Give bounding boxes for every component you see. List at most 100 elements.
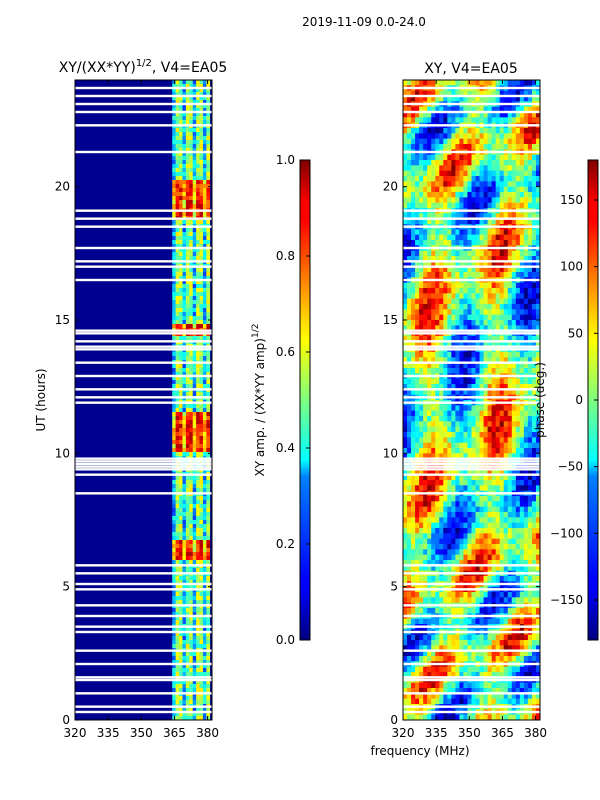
- phase-heatmap-cell: [423, 117, 428, 123]
- phase-heatmap-cell: [519, 314, 525, 321]
- phase-heatmap-cell: [447, 549, 452, 555]
- phase-heatmap-cell: [475, 560, 480, 566]
- phase-heatmap-cell: [527, 368, 533, 374]
- phase-heatmap-cell: [415, 517, 420, 523]
- amplitude-heatmap-cell: [196, 144, 200, 149]
- phase-heatmap-cell: [519, 176, 525, 182]
- amplitude-heatmap-cell: [199, 660, 204, 665]
- phase-heatmap-cell: [527, 165, 533, 171]
- amplitude-heatmap-cell: [202, 668, 207, 673]
- phase-heatmap-cell: [443, 298, 448, 305]
- amplitude-heatmap-cell: [185, 120, 190, 125]
- amplitude-heatmap-cell: [206, 608, 211, 613]
- phase-heatmap-cell: [403, 384, 408, 390]
- phase-heatmap-cell: [439, 304, 444, 310]
- amplitude-heatmap-cell: [172, 444, 176, 449]
- amplitude-heatmap-cell: [179, 160, 183, 165]
- phase-heatmap-cell: [491, 314, 496, 321]
- phase-heatmap-cell: [463, 384, 468, 390]
- phase-heatmap-cell: [523, 218, 529, 225]
- phase-heatmap-cell: [443, 234, 448, 241]
- phase-heatmap-cell: [519, 437, 525, 443]
- amplitude-heatmap-cell: [179, 384, 183, 389]
- phase-heatmap-cell: [475, 341, 480, 347]
- phase-heatmap-cell: [463, 128, 468, 134]
- phase-heatmap-cell: [507, 384, 513, 390]
- phase-heatmap-cell: [507, 266, 513, 273]
- amplitude-heatmap-cell: [206, 256, 211, 261]
- phase-heatmap-cell: [479, 304, 484, 310]
- phase-heatmap-cell: [507, 517, 513, 523]
- phase-heatmap-cell: [523, 250, 529, 257]
- phase-heatmap-cell: [487, 544, 492, 550]
- amplitude-heatmap-cell: [196, 416, 200, 421]
- phase-heatmap-cell: [507, 186, 513, 193]
- amplitude-heatmap-cell: [172, 128, 176, 133]
- amplitude-heatmap-cell: [196, 324, 200, 329]
- phase-heatmap-cell: [519, 325, 525, 331]
- amplitude-flagged-gap-row: [75, 457, 212, 460]
- amplitude-heatmap-cell: [196, 196, 200, 201]
- phase-heatmap-cell: [467, 218, 472, 225]
- phase-heatmap-cell: [451, 240, 456, 246]
- phase-heatmap-cell: [435, 181, 440, 187]
- phase-heatmap-cell: [411, 250, 416, 257]
- phase-heatmap-cell: [475, 128, 480, 134]
- phase-heatmap-cell: [439, 421, 444, 427]
- phase-heatmap-cell: [507, 341, 513, 347]
- phase-heatmap-cell: [519, 293, 525, 299]
- phase-heatmap-cell: [427, 240, 432, 246]
- phase-heatmap-cell: [447, 80, 452, 86]
- phase-heatmap-cell: [447, 352, 452, 358]
- phase-heatmap-cell: [447, 256, 452, 262]
- amplitude-heatmap-cell: [172, 192, 176, 197]
- phase-heatmap-cell: [459, 405, 464, 411]
- amplitude-heatmap-cell: [202, 288, 207, 293]
- amplitude-heatmap-cell: [206, 172, 211, 177]
- amplitude-heatmap-cell: [199, 448, 204, 453]
- phase-heatmap-cell: [527, 554, 533, 561]
- amplitude-heatmap-cell: [172, 640, 176, 645]
- phase-heatmap-cell: [407, 416, 412, 422]
- phase-heatmap-cell: [471, 181, 476, 187]
- amplitude-heatmap-cell: [199, 156, 204, 161]
- phase-heatmap-cell: [499, 170, 505, 177]
- amplitude-heatmap-cell: [202, 496, 207, 501]
- amplitude-heatmap-cell: [185, 600, 190, 605]
- phase-heatmap-cell: [455, 357, 460, 363]
- phase-heatmap-cell: [507, 218, 513, 225]
- phase-heatmap-cell: [495, 410, 501, 417]
- phase-heatmap-cell: [471, 218, 476, 225]
- amplitude-heatmap-cell: [196, 256, 200, 261]
- phase-heatmap-cell: [499, 218, 505, 225]
- phase-heatmap-cell: [467, 133, 472, 139]
- phase-heatmap-cell: [411, 538, 416, 545]
- amplitude-flagged-gap-row: [75, 361, 212, 364]
- phase-heatmap-cell: [519, 357, 525, 363]
- phase-heatmap-cell: [527, 144, 533, 150]
- amplitude-heatmap-cell: [206, 640, 211, 645]
- phase-heatmap-cell: [435, 314, 440, 321]
- phase-heatmap-cell: [519, 378, 525, 385]
- amplitude-heatmap-cell: [202, 596, 207, 601]
- amplitude-heatmap-cell: [202, 452, 207, 457]
- amplitude-heatmap-cell: [179, 440, 183, 445]
- phase-heatmap-cell: [483, 320, 488, 326]
- amplitude-heatmap-cell: [189, 488, 194, 493]
- phase-heatmap-cell: [451, 426, 456, 433]
- amplitude-heatmap-cell: [189, 512, 194, 517]
- phase-heatmap-cell: [451, 453, 456, 459]
- phase-heatmap-cell: [479, 106, 484, 113]
- phase-heatmap-cell: [463, 368, 468, 374]
- phase-heatmap-cell: [503, 240, 509, 246]
- phase-heatmap-cell: [411, 272, 416, 278]
- amplitude-heatmap-cell: [185, 516, 190, 521]
- amplitude-heatmap-cell: [179, 136, 183, 141]
- phase-heatmap-cell: [523, 352, 529, 358]
- phase-heatmap-cell: [519, 272, 525, 278]
- amplitude-heatmap-cell: [172, 512, 176, 517]
- phase-heatmap-cell: [451, 421, 456, 427]
- amplitude-heatmap-cell: [182, 392, 187, 397]
- phase-heatmap-cell: [463, 362, 468, 369]
- amplitude-flagged-gap-row: [75, 588, 212, 591]
